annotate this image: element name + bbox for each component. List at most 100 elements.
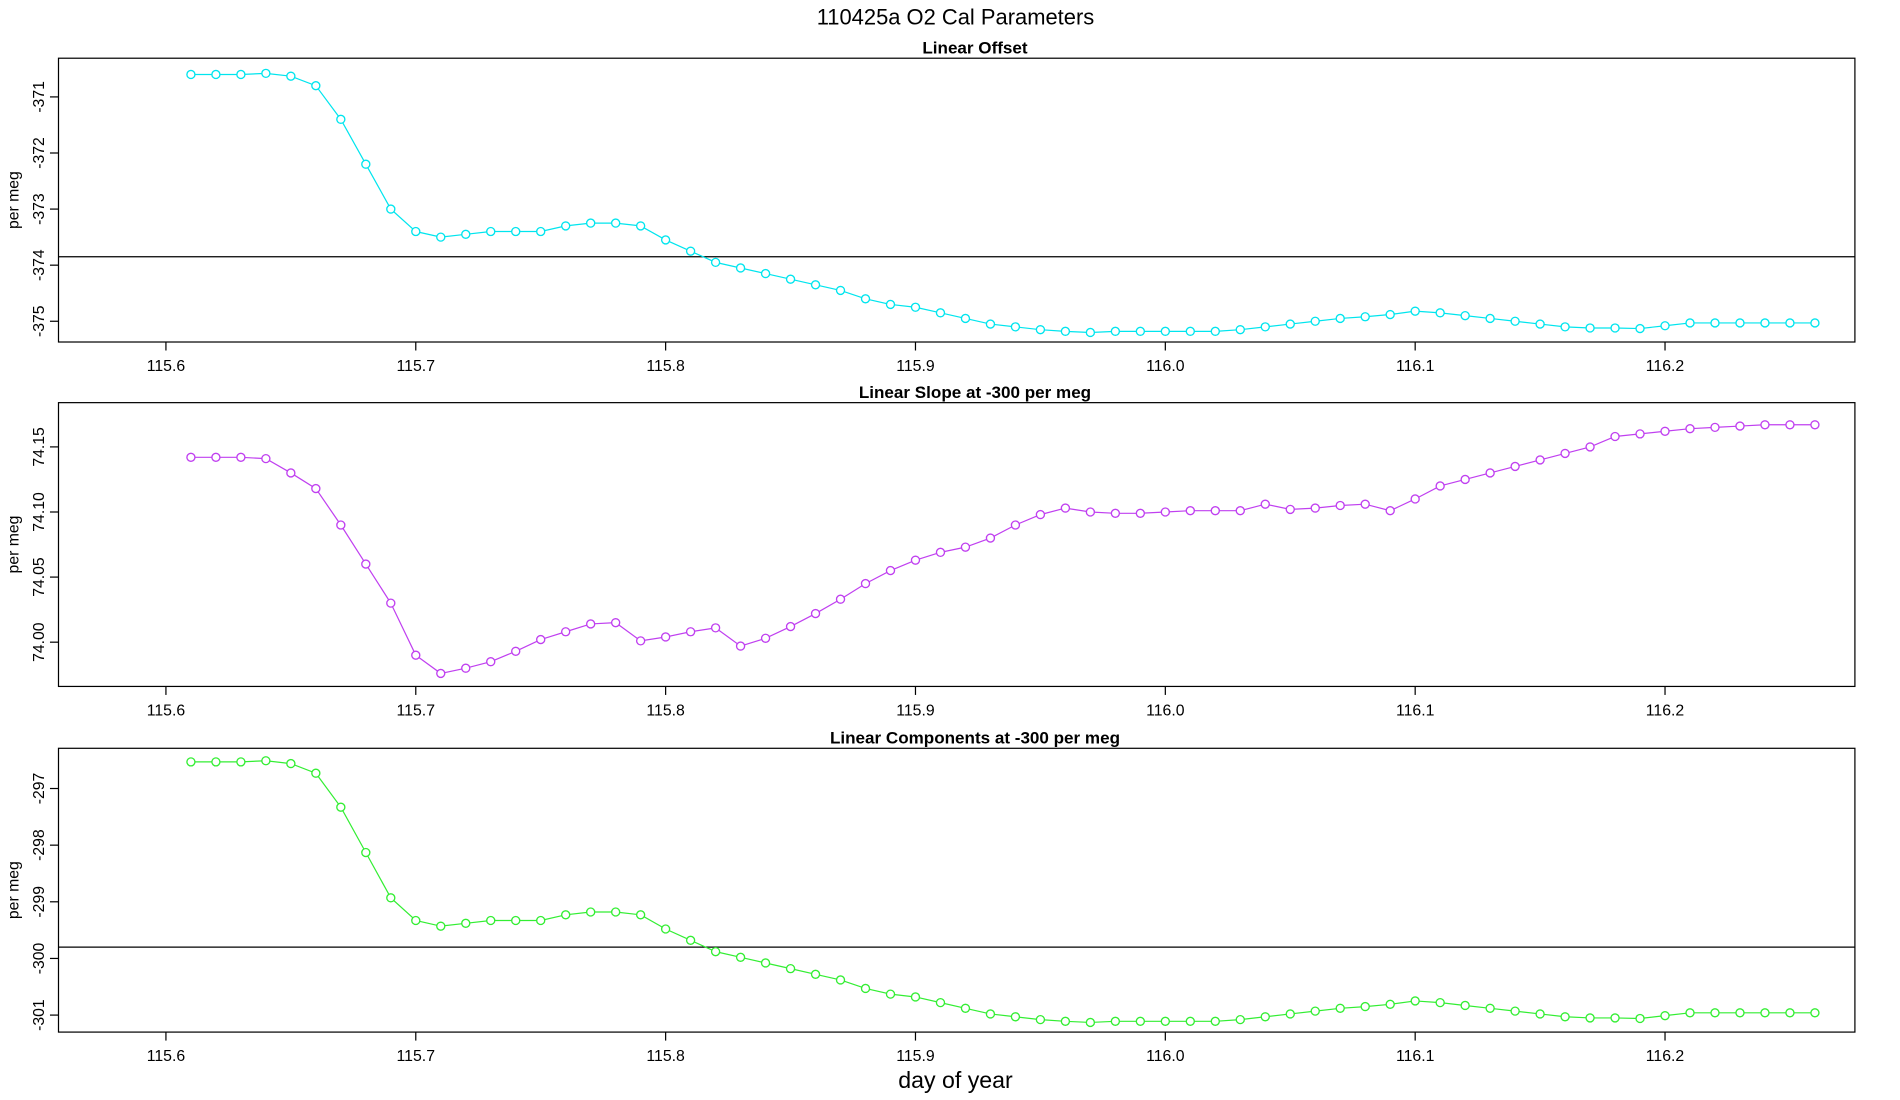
data-point xyxy=(1735,421,1745,431)
x-tick-label: 115.9 xyxy=(896,703,935,720)
data-point xyxy=(1360,1001,1370,1012)
data-point xyxy=(935,997,946,1008)
x-tick-label: 115.9 xyxy=(896,358,935,375)
data-point xyxy=(735,263,746,273)
data-point xyxy=(1185,1016,1196,1026)
data-point xyxy=(1235,506,1245,516)
data-point xyxy=(1210,506,1220,516)
data-point xyxy=(236,757,246,767)
data-point xyxy=(1510,316,1520,326)
data-point xyxy=(1710,318,1720,328)
x-tick-label: 116.1 xyxy=(1396,703,1435,720)
data-point xyxy=(536,226,546,237)
data-point xyxy=(910,555,921,565)
data-point xyxy=(735,641,746,651)
x-tick-label: 116.2 xyxy=(1646,1048,1684,1065)
x-tick-label: 116.2 xyxy=(1646,703,1684,720)
data-point xyxy=(436,232,446,242)
data-point xyxy=(1135,508,1146,518)
data-point xyxy=(935,547,946,558)
data-point xyxy=(186,757,196,767)
data-point xyxy=(1635,1013,1645,1024)
data-point xyxy=(860,983,871,994)
data-point xyxy=(1260,1012,1270,1022)
data-point xyxy=(386,598,396,608)
data-point xyxy=(1760,420,1770,430)
data-point xyxy=(1760,1008,1770,1018)
data-point xyxy=(635,636,646,646)
data-point xyxy=(311,483,321,494)
data-point xyxy=(1185,326,1196,337)
data-point xyxy=(810,280,821,290)
data-point xyxy=(1435,997,1445,1008)
data-point xyxy=(585,218,596,228)
data-point xyxy=(785,274,796,284)
data-point xyxy=(760,633,771,643)
x-tick-label: 115.8 xyxy=(646,358,685,375)
data-point xyxy=(186,69,196,80)
x-tick-label: 115.8 xyxy=(646,703,685,720)
data-point xyxy=(1485,468,1495,478)
data-point xyxy=(1735,318,1745,328)
x-tick-label: 115.7 xyxy=(397,1048,435,1065)
data-point xyxy=(1335,1003,1345,1013)
data-point xyxy=(1460,1000,1470,1011)
data-point xyxy=(1260,499,1270,509)
data-point xyxy=(1285,1009,1295,1019)
data-point xyxy=(1510,1006,1520,1016)
data-point xyxy=(1035,1014,1046,1025)
data-point xyxy=(411,650,421,660)
data-point xyxy=(461,229,471,239)
y-tick-label: -297 xyxy=(31,773,48,805)
data-point xyxy=(336,520,346,530)
data-point xyxy=(585,619,596,629)
data-point xyxy=(1085,327,1096,338)
data-point xyxy=(1635,429,1645,439)
data-point xyxy=(635,221,646,231)
y-tick-label: 74.15 xyxy=(31,427,48,467)
data-point xyxy=(810,969,821,979)
data-point xyxy=(236,69,246,80)
data-point xyxy=(1785,420,1795,430)
plot-frame xyxy=(57,402,1856,688)
data-point xyxy=(610,218,621,228)
data-point xyxy=(1810,318,1820,328)
data-point xyxy=(860,578,871,589)
data-point xyxy=(286,758,296,769)
data-point xyxy=(211,452,221,462)
data-point xyxy=(885,299,896,310)
x-tick-label: 116.2 xyxy=(1646,358,1684,375)
data-point xyxy=(1035,324,1046,335)
data-point xyxy=(660,924,671,934)
data-point xyxy=(361,159,371,169)
data-point xyxy=(760,958,771,968)
data-point xyxy=(960,1003,971,1013)
data-point xyxy=(835,975,846,985)
data-point xyxy=(610,617,621,628)
x-tick-label: 115.6 xyxy=(147,1048,186,1065)
data-point xyxy=(1685,318,1695,328)
data-point xyxy=(311,81,321,91)
data-point xyxy=(785,621,796,632)
data-point xyxy=(1310,1006,1320,1016)
data-point xyxy=(361,559,371,569)
data-point xyxy=(1785,318,1795,328)
data-point xyxy=(1110,508,1121,518)
data-point xyxy=(1660,321,1670,331)
y-axis-label: per meg xyxy=(5,171,22,229)
data-point xyxy=(985,1009,996,1019)
data-point xyxy=(1135,326,1146,337)
data-point xyxy=(1385,506,1395,516)
data-point xyxy=(685,246,696,256)
data-point xyxy=(411,226,421,237)
data-point xyxy=(536,634,546,645)
data-point xyxy=(885,989,896,999)
data-point xyxy=(710,257,721,268)
data-point xyxy=(436,921,446,931)
x-tick-label: 115.7 xyxy=(397,358,435,375)
data-point xyxy=(1110,326,1121,337)
x-tick-label: 116.0 xyxy=(1146,1048,1185,1065)
data-point xyxy=(1660,1010,1670,1021)
data-point xyxy=(660,235,671,245)
